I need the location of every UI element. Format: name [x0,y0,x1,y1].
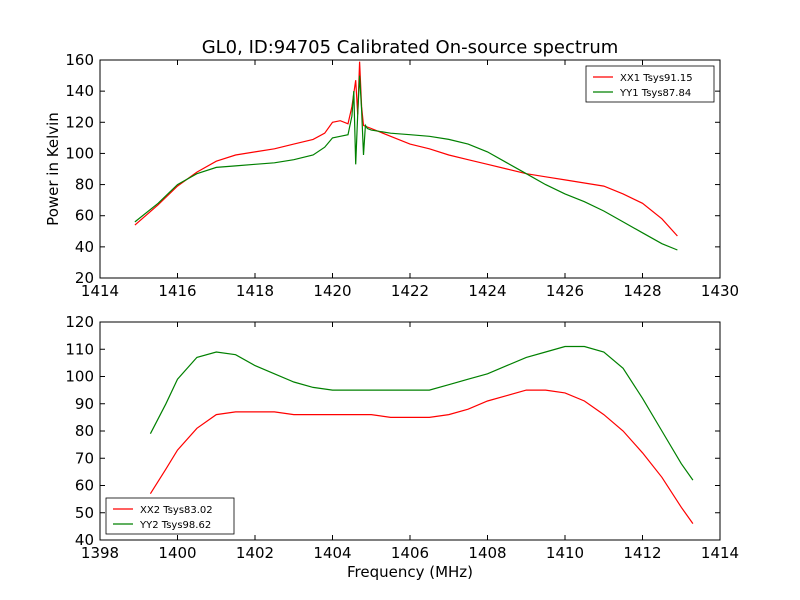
y-axis-label: Power in Kelvin [44,112,62,226]
x-tick-label: 1420 [313,282,351,300]
chart-title: GL0, ID:94705 Calibrated On-source spect… [202,37,619,58]
series-line-yy2-tsys98-62 [149,345,694,481]
x-tick-label: 1422 [391,282,429,300]
y-tick-label: 80 [75,176,94,194]
y-tick-label: 80 [75,422,94,440]
y-tick-label: 70 [75,449,94,467]
y-tick-label: 110 [65,340,94,358]
y-tick-label: 60 [75,207,94,225]
x-tick-label: 1408 [468,544,506,562]
x-tick-label: 1414 [701,544,739,562]
y-tick-label: 40 [75,238,94,256]
bottom-panel: 1398 1400 1402 1404 1406 1408 1410 1412 1414 40 50… [65,313,739,562]
y-tick-label: 40 [75,531,94,549]
y-tick-label: 120 [65,113,94,131]
x-tick-label: 1424 [468,282,506,300]
x-tick-label: 1398 [81,544,119,562]
y-tick-label: 20 [75,269,94,287]
legend-box [585,65,715,103]
x-tick-label: 1414 [81,282,119,300]
series-line-xx1-tsys91-15 [134,61,678,237]
x-tick-label: 1400 [158,544,196,562]
y-tick-label: 50 [75,504,94,522]
x-tick-label: 1428 [623,282,661,300]
x-tick-label: 1412 [623,544,661,562]
y-tick-label: 100 [65,368,94,386]
y-tick-label: 120 [65,313,94,331]
legend-label: YY1 Tsys87.84 [619,88,691,99]
legend-label: XX1 Tsys91.15 [620,73,693,84]
x-axis-label: Frequency (MHz) [347,563,473,581]
legend-label: XX2 Tsys83.02 [140,505,213,516]
legend: XX2 Tsys83.02 YY2 Tsys98.62 [105,497,235,535]
x-tick-label: 1430 [701,282,739,300]
x-tick-label: 1426 [546,282,584,300]
y-tick-label: 60 [75,477,94,495]
y-tick-label: 90 [75,395,94,413]
x-tick-label: 1416 [158,282,196,300]
y-tick-label: 100 [65,144,94,162]
series-line-xx2-tsys83-02 [149,389,694,524]
series-line-yy1-tsys87-84 [134,75,678,251]
legend-box [105,497,235,535]
x-tick-label: 1402 [236,544,274,562]
x-tick-label: 1404 [313,544,351,562]
legend-label: YY2 Tsys98.62 [139,520,211,531]
top-panel: 1414 1416 1418 1420 1422 1424 1426 1428 1430 20 40… [65,51,739,300]
y-tick-label: 160 [65,51,94,69]
x-tick-label: 1406 [391,544,429,562]
x-tick-label: 1410 [546,544,584,562]
y-tick-label: 140 [65,82,94,100]
legend: XX1 Tsys91.15 YY1 Tsys87.84 [585,65,715,103]
x-tick-label: 1418 [236,282,274,300]
